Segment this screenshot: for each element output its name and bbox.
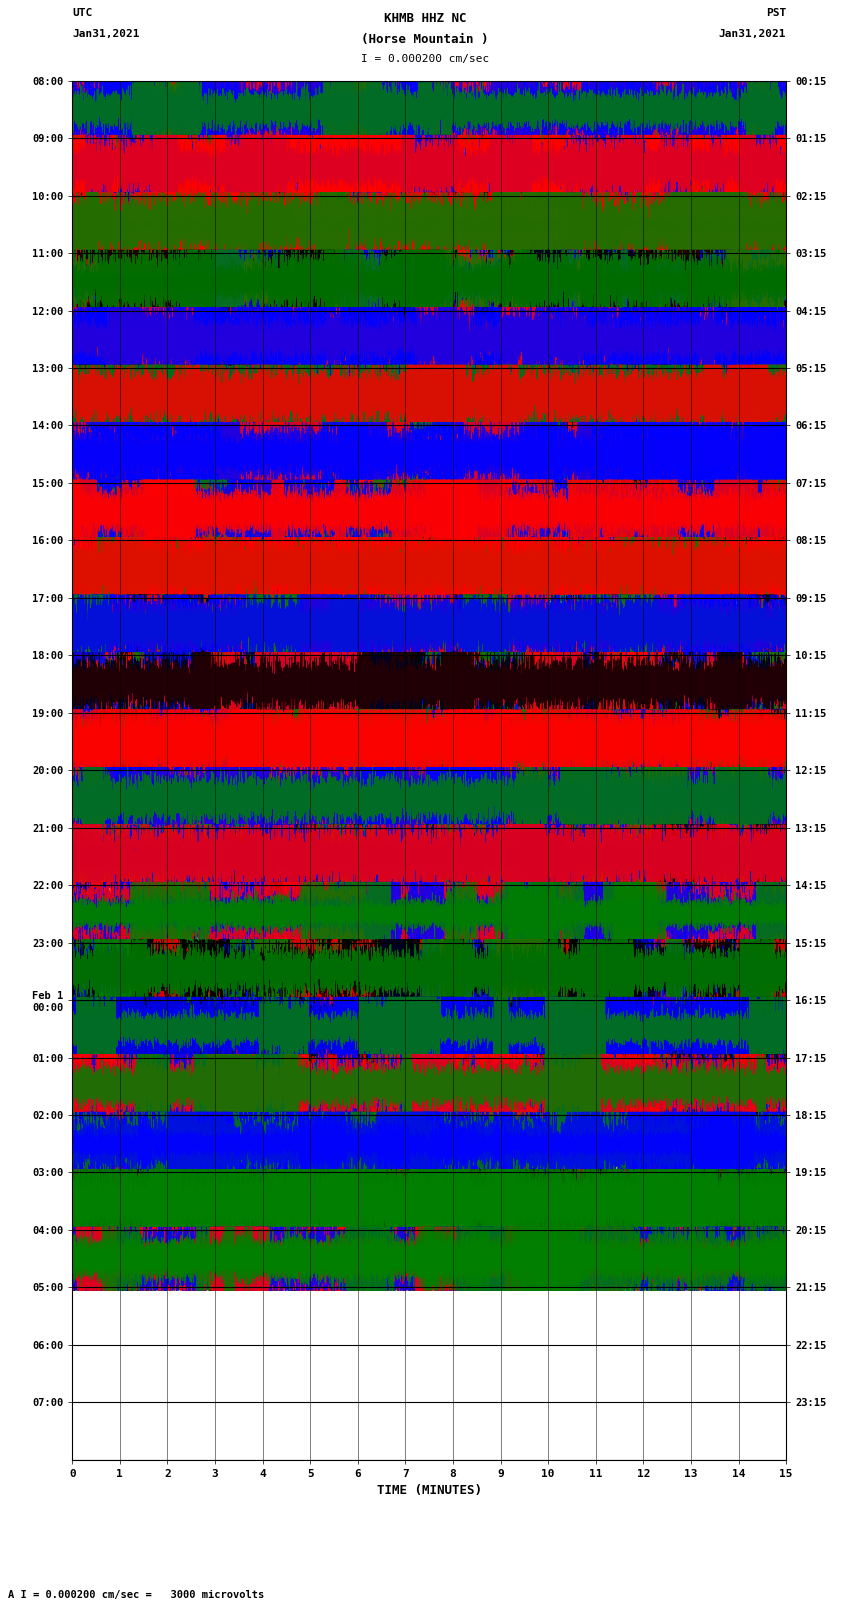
Text: A I = 0.000200 cm/sec =   3000 microvolts: A I = 0.000200 cm/sec = 3000 microvolts — [8, 1590, 264, 1600]
Text: Jan31,2021: Jan31,2021 — [719, 29, 786, 39]
Text: Jan31,2021: Jan31,2021 — [72, 29, 139, 39]
Text: KHMB HHZ NC: KHMB HHZ NC — [383, 11, 467, 26]
Text: I = 0.000200 cm/sec: I = 0.000200 cm/sec — [361, 53, 489, 65]
Text: (Horse Mountain ): (Horse Mountain ) — [361, 32, 489, 47]
Text: PST: PST — [766, 8, 786, 18]
Text: UTC: UTC — [72, 8, 93, 18]
X-axis label: TIME (MINUTES): TIME (MINUTES) — [377, 1484, 482, 1497]
